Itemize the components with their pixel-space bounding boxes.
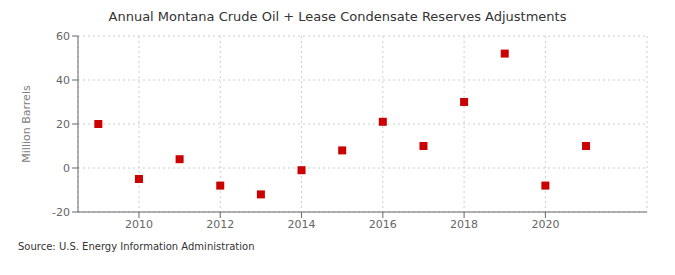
svg-text:2018: 2018: [450, 218, 478, 231]
html-text:Annual Montana Crude Oil + Lea: Annual Montana Crude Oil + Lease Condens…: [108, 9, 567, 24]
svg-text:2012: 2012: [206, 218, 234, 231]
svg-text:2014: 2014: [288, 218, 316, 231]
svg-text:2010: 2010: [125, 218, 153, 231]
svg-text:2020: 2020: [531, 218, 559, 231]
svg-text:40: 40: [56, 74, 70, 87]
html-text:Source: U.S. Energy Informatio: Source: U.S. Energy Information Administ…: [18, 241, 255, 252]
svg-text:2016: 2016: [369, 218, 397, 231]
svg-text:-20: -20: [52, 206, 70, 219]
svg-text:0: 0: [63, 162, 70, 175]
svg-text:60: 60: [56, 30, 70, 43]
svg-text:20: 20: [56, 118, 70, 131]
svg-text:Million Barrels: Million Barrels: [20, 85, 33, 163]
